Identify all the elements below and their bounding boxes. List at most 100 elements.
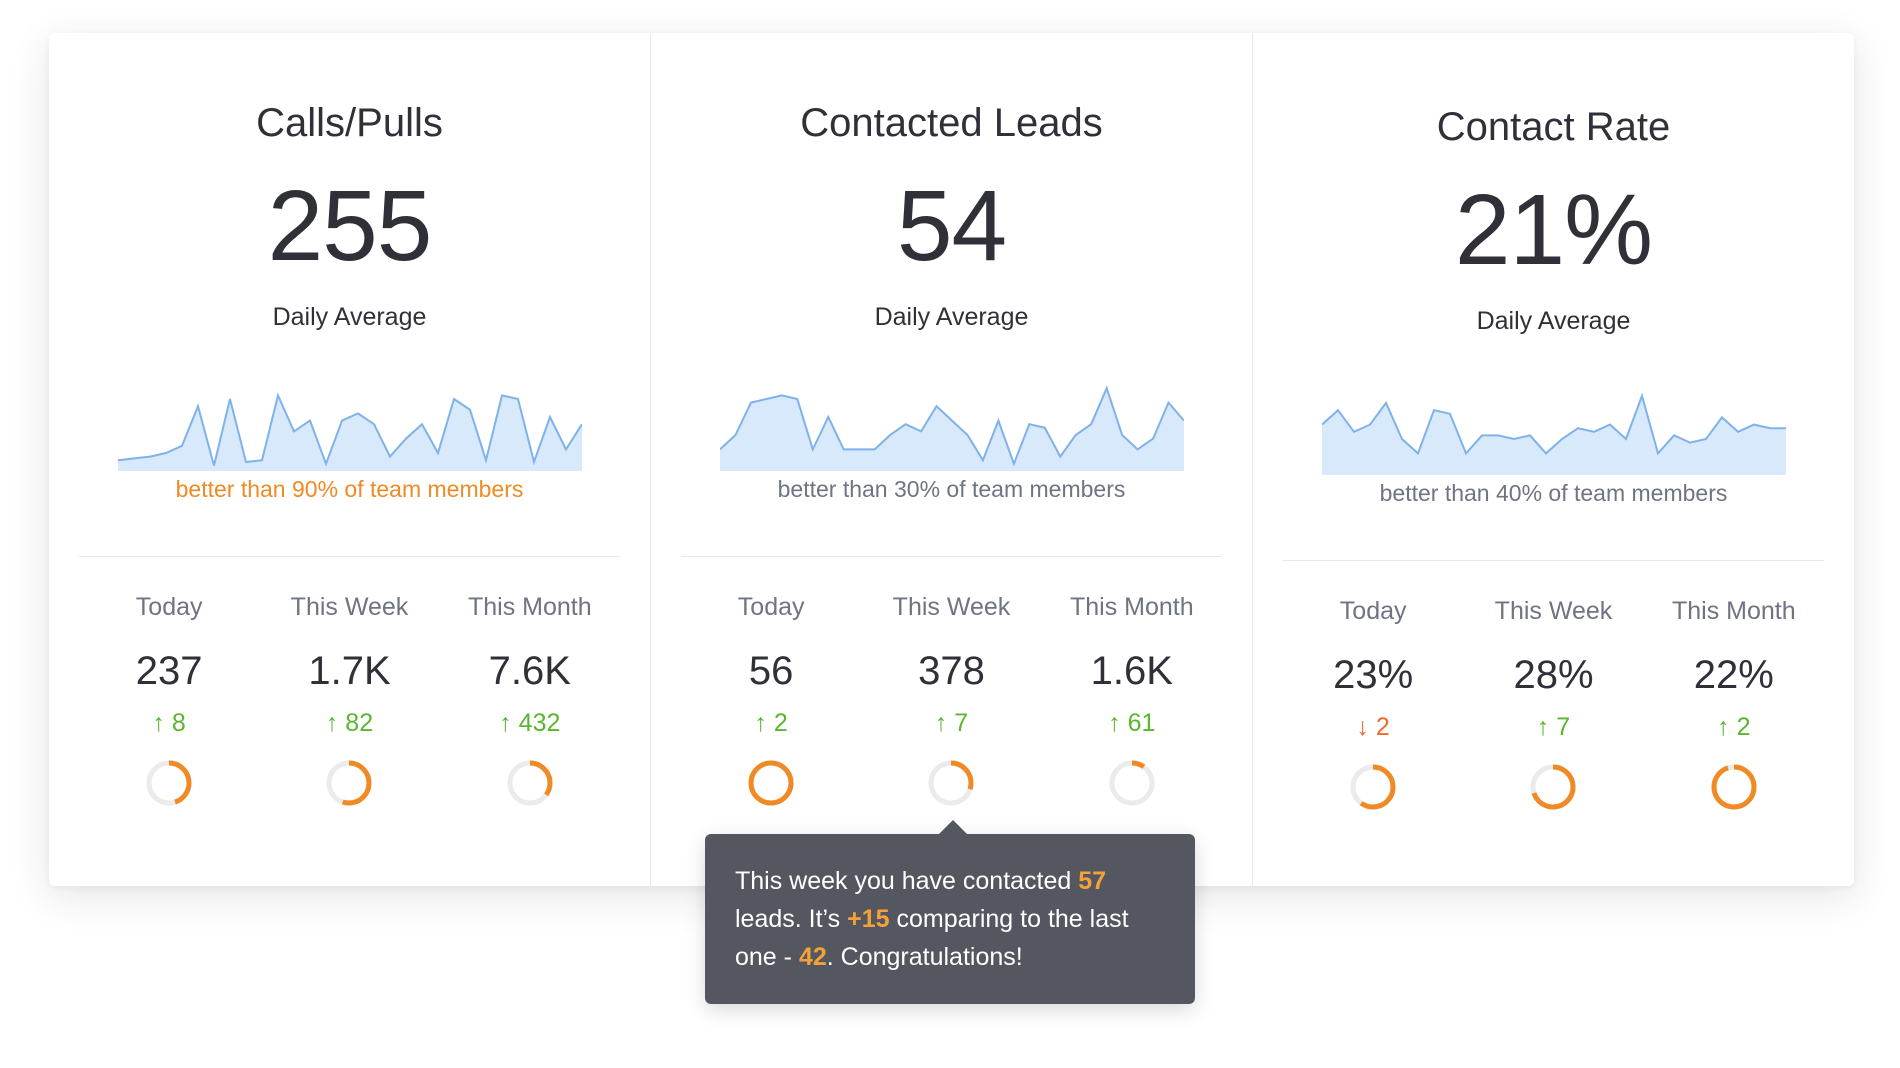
progress-donut[interactable] [861, 759, 1041, 807]
stat-delta: ↑ 82 [325, 709, 374, 737]
progress-ring-fill [146, 760, 192, 806]
stat-this-week[interactable]: This Week 28% ↑ 7 [1463, 597, 1643, 811]
stat-delta: ↑ 7 [934, 709, 969, 737]
progress-ring-track [1109, 760, 1155, 806]
stat-value: 22% [1693, 653, 1774, 697]
progress-donut[interactable] [1644, 763, 1824, 811]
progress-ring-fill [748, 760, 794, 806]
progress-ring-fill [928, 760, 974, 806]
sparkline-area [720, 388, 1184, 471]
stat-today[interactable]: Today 237 ↑ 8 [79, 593, 259, 807]
sparkline-chart [1322, 377, 1786, 475]
stat-this-month[interactable]: This Month 22% ↑ 2 [1644, 597, 1824, 811]
stat-label: This Week [290, 593, 409, 621]
daily-average-label: Daily Average [1476, 307, 1631, 335]
progress-ring [1350, 764, 1396, 810]
panel-contacted-leads: Contacted Leads 54 Daily Average better … [651, 33, 1253, 886]
progress-ring-fill [1350, 764, 1396, 810]
stat-value: 23% [1333, 653, 1414, 697]
progress-ring [146, 760, 192, 806]
stat-value: 1.7K [308, 649, 391, 693]
progress-donut[interactable] [79, 759, 259, 807]
tooltip-number: +15 [847, 905, 890, 933]
progress-ring [1109, 760, 1155, 806]
progress-donut[interactable] [681, 759, 861, 807]
stat-delta: ↑ 8 [152, 709, 186, 737]
daily-average-label: Daily Average [874, 303, 1029, 331]
panel-title: Contact Rate [1436, 105, 1671, 149]
sparkline-area [1322, 395, 1786, 475]
tooltip-text: This week you have contacted [735, 867, 1079, 895]
stat-label: This Week [892, 593, 1011, 621]
progress-ring [1711, 764, 1757, 810]
stat-label: Today [135, 593, 203, 621]
sparkline-chart [118, 373, 582, 471]
team-rank-text: better than 30% of team members [777, 476, 1126, 502]
stat-delta: ↑ 61 [1108, 709, 1156, 737]
stat-value: 237 [135, 649, 203, 693]
stat-label: Today [1339, 597, 1407, 625]
stat-value: 28% [1513, 653, 1594, 697]
stat-value: 56 [748, 649, 794, 693]
tooltip-text: comparing to the last one - [735, 905, 1129, 971]
sparkline-chart [720, 373, 1184, 471]
stat-label: This Month [467, 593, 592, 621]
daily-average-value: 21% [1454, 174, 1653, 286]
sparkline-line [118, 395, 582, 465]
progress-donut[interactable] [440, 759, 620, 807]
team-rank-text: better than 90% of team members [175, 476, 524, 502]
stat-delta: ↑ 7 [1536, 713, 1571, 741]
stat-today[interactable]: Today 23% ↓ 2 [1283, 597, 1463, 811]
tooltip-number: 57 [1078, 867, 1107, 895]
panel-contact-rate: Contact Rate 21% Daily Average better th… [1253, 33, 1854, 886]
stat-label: Today [737, 593, 805, 621]
progress-donut[interactable] [1463, 763, 1643, 811]
progress-donut[interactable] [1042, 759, 1222, 807]
stat-today[interactable]: Today 56 ↑ 2 [681, 593, 861, 807]
stat-value: 1.6K [1090, 649, 1173, 693]
daily-average-label: Daily Average [272, 303, 427, 331]
stat-delta: ↓ 2 [1356, 713, 1390, 741]
stat-delta: ↑ 2 [1717, 713, 1751, 741]
sparkline-area [118, 395, 582, 471]
stat-label: This Month [1671, 597, 1796, 625]
stat-this-month[interactable]: This Month 1.6K ↑ 61 [1042, 593, 1222, 807]
stat-this-week[interactable]: This Week 378 ↑ 7 [861, 593, 1041, 807]
panel-calls-pulls: Calls/Pulls 255 Daily Average better tha… [49, 33, 651, 886]
period-stats: Today 56 ↑ 2 This Week 378 ↑ 7 This Mont… [681, 593, 1222, 807]
sparkline-line [1322, 396, 1786, 454]
stat-value: 378 [918, 649, 985, 693]
tooltip-this-week-leads: This week you have contacted 57 leads. I… [705, 820, 1195, 1004]
progress-donut[interactable] [1283, 763, 1463, 811]
progress-ring-fill [507, 760, 553, 806]
sparkline-line [720, 388, 1184, 464]
period-stats: Today 23% ↓ 2 This Week 28% ↑ 7 This Mon… [1283, 597, 1824, 811]
progress-ring [1530, 764, 1576, 810]
stat-label: This Week [1494, 597, 1613, 625]
tooltip-number: 42 [798, 943, 827, 971]
divider [1283, 560, 1824, 561]
panel-title: Calls/Pulls [256, 101, 443, 145]
progress-donut[interactable] [259, 759, 439, 807]
stat-this-week[interactable]: This Week 1.7K ↑ 82 [259, 593, 439, 807]
stat-this-month[interactable]: This Month 7.6K ↑ 432 [440, 593, 620, 807]
stats-board: Calls/Pulls 255 Daily Average better tha… [49, 33, 1854, 886]
daily-average-value: 54 [896, 170, 1007, 282]
panel-title: Contacted Leads [800, 101, 1103, 145]
progress-ring [326, 760, 372, 806]
team-rank-text: better than 40% of team members [1379, 480, 1728, 506]
daily-average-value: 255 [267, 170, 433, 282]
progress-ring-fill [326, 760, 372, 806]
tooltip-text: . Congratulations! [826, 943, 1023, 971]
divider [79, 556, 620, 557]
stat-value: 7.6K [488, 649, 571, 693]
tooltip-text: leads. It’s [735, 905, 848, 933]
stat-delta: ↑ 2 [754, 709, 788, 737]
period-stats: Today 237 ↑ 8 This Week 1.7K ↑ 82 This M… [79, 593, 620, 807]
progress-ring [928, 760, 974, 806]
stat-delta: ↑ 432 [499, 709, 561, 737]
progress-ring-fill [1711, 764, 1757, 810]
stat-label: This Month [1069, 593, 1194, 621]
progress-ring [507, 760, 553, 806]
divider [681, 556, 1222, 557]
